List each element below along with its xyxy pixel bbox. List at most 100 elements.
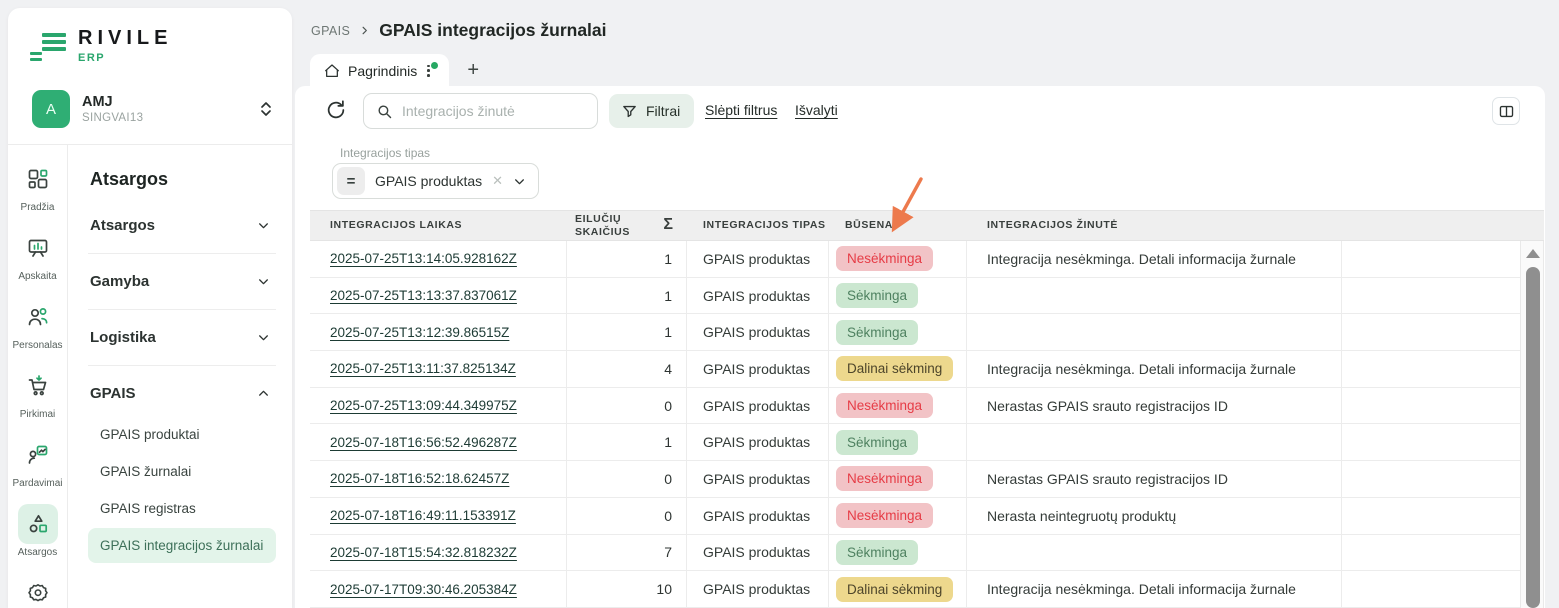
row-type: GPAIS produktas [703, 581, 811, 598]
scroll-up-arrow-icon[interactable] [1526, 249, 1540, 258]
filter-operator[interactable]: = [337, 167, 365, 195]
status-badge: Dalinai sėkming [836, 356, 954, 382]
col-integracijos-laikas[interactable]: INTEGRACIJOS LAIKAS [330, 219, 463, 232]
row-message: Nerastas GPAIS srauto registracijos ID [987, 470, 1228, 487]
row-count: 1 [664, 434, 672, 451]
dashboard-icon [28, 169, 47, 189]
add-tab-button[interactable]: + [467, 59, 480, 81]
sidebar-menu: Atsargos Atsargos Gamyba Logistika GPAIS [68, 145, 292, 608]
chevron-up-icon [259, 390, 268, 396]
menu-group-atsargos[interactable]: Atsargos [88, 204, 276, 247]
people-icon [28, 308, 47, 326]
col-integracijos-zinute[interactable]: INTEGRACIJOS ŽINUTĖ [987, 219, 1118, 232]
funnel-icon [623, 105, 636, 117]
row-count: 1 [664, 324, 672, 341]
brand-logo: RIVILE ERP [8, 8, 292, 64]
chevron-down-icon [259, 223, 268, 229]
sidebar-item-gpais-zurnalai[interactable]: GPAIS žurnalai [100, 464, 192, 479]
rail-item-atsargos[interactable]: Atsargos [8, 504, 68, 558]
row-type: GPAIS produktas [703, 434, 811, 451]
rail-item-nustatymai[interactable]: Nustatymai [8, 573, 68, 608]
status-badge: Nesėkminga [836, 503, 934, 529]
row-type: GPAIS produktas [703, 360, 811, 377]
integration-time-link[interactable]: 2025-07-25T13:13:37.837061Z [330, 288, 517, 304]
row-count: 10 [656, 581, 672, 598]
integration-time-link[interactable]: 2025-07-18T16:52:18.62457Z [330, 471, 510, 487]
filter-type-select[interactable]: = GPAIS produktas ✕ [332, 163, 540, 199]
row-count: 1 [664, 287, 672, 304]
integration-time-link[interactable]: 2025-07-18T16:49:11.153391Z [330, 508, 516, 524]
row-count: 0 [664, 470, 672, 487]
row-type: GPAIS produktas [703, 250, 811, 267]
row-type: GPAIS produktas [703, 470, 811, 487]
vertical-scrollbar[interactable] [1520, 241, 1544, 608]
rail-item-apskaita[interactable]: Apskaita [8, 228, 68, 282]
status-badge: Dalinai sėkming [836, 576, 954, 602]
table-row: 2025-07-18T15:54:32.818232Z 7 GPAIS prod… [310, 534, 1520, 572]
row-message: Nerasta neintegruotų produktų [987, 507, 1177, 524]
row-empty-cell [1342, 498, 1520, 534]
menu-title: Atsargos [90, 169, 169, 189]
tab-menu-kebab-icon[interactable] [425, 61, 439, 79]
user-company: SINGVAI13 [82, 112, 144, 124]
filters-button[interactable]: Filtrai [609, 94, 695, 128]
divider [88, 365, 276, 366]
integrations-table: INTEGRACIJOS LAIKAS EILUČIŲ SKAIČIUS Σ I… [310, 210, 1544, 608]
integration-time-link[interactable]: 2025-07-25T13:11:37.825134Z [330, 361, 516, 377]
remove-filter-icon[interactable]: ✕ [492, 173, 504, 188]
integration-time-link[interactable]: 2025-07-25T13:12:39.86515Z [330, 324, 510, 340]
tab-unsaved-dot [430, 61, 439, 69]
menu-group-logistika[interactable]: Logistika [88, 316, 276, 359]
integration-time-link[interactable]: 2025-07-18T16:56:52.496287Z [330, 434, 517, 450]
row-type: GPAIS produktas [703, 507, 811, 524]
scrollbar-thumb[interactable] [1526, 267, 1540, 608]
table-row: 2025-07-25T13:11:37.825134Z 4 GPAIS prod… [310, 351, 1520, 388]
col-eiluciu-skaicius[interactable]: EILUČIŲ SKAIČIUS Σ [575, 213, 673, 238]
col-busena[interactable]: BŪSENA [845, 219, 893, 232]
row-message: Integracija nesėkminga. Detali informaci… [987, 250, 1296, 267]
tab-pagrindinis[interactable]: Pagrindinis [310, 54, 450, 87]
row-empty-cell [1342, 535, 1520, 571]
row-empty-cell [1342, 351, 1520, 387]
col-empty [1342, 211, 1520, 240]
rail-item-pardavimai[interactable]: Pardavimai [8, 435, 68, 489]
user-switcher[interactable]: A AMJ SINGVAI13 [8, 64, 292, 128]
row-count: 0 [664, 507, 672, 524]
table-body: 2025-07-25T13:14:05.928162Z 1 GPAIS prod… [310, 241, 1544, 608]
avatar: A [32, 90, 70, 128]
integration-time-link[interactable]: 2025-07-25T13:14:05.928162Z [330, 251, 517, 267]
clear-filters-link[interactable]: Išvalyti [795, 102, 838, 118]
brand-name: RIVILE [78, 27, 173, 49]
integration-time-link[interactable]: 2025-07-17T09:30:46.205384Z [330, 581, 517, 597]
split-columns-icon [1499, 105, 1513, 117]
integration-time-link[interactable]: 2025-07-18T15:54:32.818232Z [330, 544, 517, 560]
sidebar-item-gpais-produktai[interactable]: GPAIS produktai [100, 427, 200, 442]
breadcrumb-parent[interactable]: GPAIS [311, 23, 351, 38]
search-box [363, 93, 598, 129]
chevron-right-icon [362, 26, 368, 34]
refresh-button[interactable] [325, 99, 349, 123]
hide-filters-link[interactable]: Slėpti filtrus [705, 102, 778, 118]
tab-bar: Pagrindinis + [310, 54, 497, 87]
search-input[interactable] [402, 103, 587, 119]
menu-group-gpais[interactable]: GPAIS [88, 372, 276, 415]
integration-time-link[interactable]: 2025-07-25T13:09:44.349975Z [330, 398, 517, 414]
up-down-caret-icon[interactable] [258, 100, 274, 118]
sidebar-item-gpais-registras[interactable]: GPAIS registras [100, 501, 196, 516]
menu-group-gamyba[interactable]: Gamyba [88, 260, 276, 303]
table-row: 2025-07-18T16:52:18.62457Z 0 GPAIS produ… [310, 461, 1520, 498]
column-settings-button[interactable] [1492, 97, 1520, 125]
sum-icon[interactable]: Σ [663, 216, 673, 234]
row-empty-cell [1342, 278, 1520, 314]
status-badge: Sėkminga [836, 429, 919, 455]
status-badge: Nesėkminga [836, 466, 934, 492]
rail-item-pirkimai[interactable]: Pirkimai [8, 366, 68, 420]
sidebar-item-gpais-integracijos-zurnalai[interactable]: GPAIS integracijos žurnalai [88, 528, 276, 563]
rail-item-personalas[interactable]: Personalas [8, 297, 68, 351]
row-count: 7 [664, 544, 672, 561]
rail-item-pradzia[interactable]: Pradžia [8, 159, 68, 213]
chevron-down-icon[interactable] [513, 175, 526, 188]
row-count: 0 [664, 397, 672, 414]
col-integracijos-tipas[interactable]: INTEGRACIJOS TIPAS [703, 219, 826, 232]
row-count: 4 [664, 360, 672, 377]
